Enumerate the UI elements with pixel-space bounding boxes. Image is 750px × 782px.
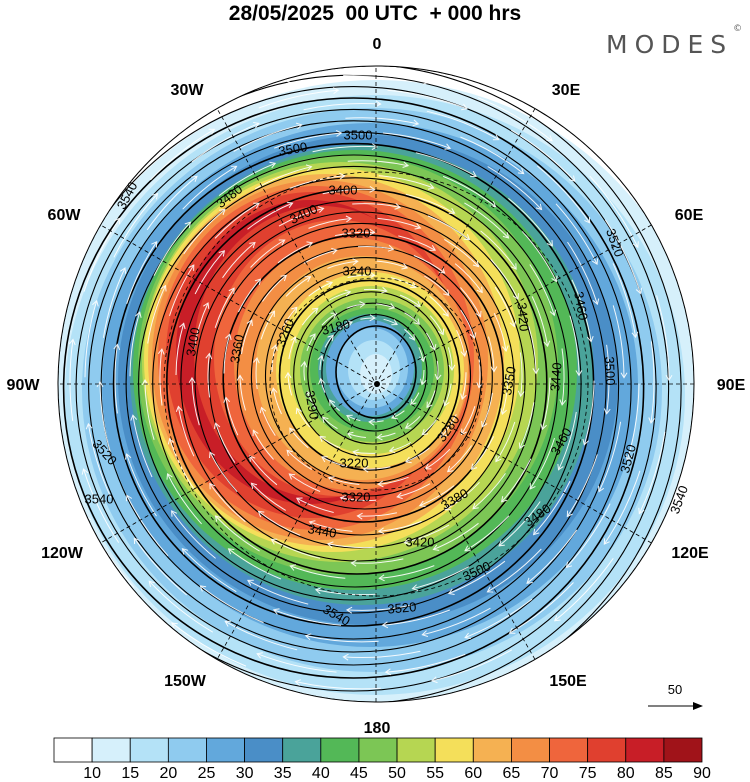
contour-label: 3420 — [406, 534, 435, 549]
colorbar-swatch — [206, 737, 245, 763]
lon-label-0: 0 — [373, 36, 382, 53]
lon-label-60e: 60E — [675, 207, 704, 224]
colorbar-label: 50 — [388, 765, 406, 782]
contour-label: 3440 — [307, 521, 338, 541]
colorbar-swatch — [663, 737, 703, 763]
lon-label-60w: 60W — [48, 207, 82, 224]
colorbar-label: 30 — [236, 765, 254, 782]
colorbar-swatch — [587, 737, 627, 763]
reference-vector: 50 — [648, 682, 703, 710]
contour-label: 3440 — [547, 362, 564, 392]
colorbar-label: 80 — [617, 765, 635, 782]
colorbar-labels: 10 15 20 25 30 35 40 45 50 55 60 65 70 75 80 85 90 — [83, 765, 711, 782]
contour-label: 3220 — [340, 455, 369, 470]
contour-label: 3500 — [277, 139, 308, 159]
contour-label: 3350 — [499, 365, 519, 396]
colorbar-swatch — [434, 737, 474, 763]
colorbar-swatch — [91, 737, 131, 763]
colorbar-swatch — [358, 737, 398, 763]
colorbar-label: 45 — [350, 765, 368, 782]
contour-label: 3180 — [320, 316, 352, 338]
contour-label: 3520 — [617, 443, 639, 475]
lon-label-120w: 120W — [41, 545, 84, 562]
lon-label-150w: 150W — [164, 673, 207, 690]
contour-label: 3400 — [329, 182, 358, 197]
contour-label: 3420 — [514, 302, 531, 332]
svg-text:50: 50 — [668, 682, 682, 697]
contour-label: 3320 — [342, 225, 371, 240]
colorbar-label: 90 — [693, 765, 711, 782]
contour-label: 3520 — [387, 599, 417, 616]
contour-label: 3460 — [571, 290, 591, 321]
colorbar-label: 40 — [312, 765, 330, 782]
contour-label: 3320 — [342, 489, 371, 504]
contour-label: 3400 — [183, 326, 203, 357]
modes-logo: MODES© — [606, 24, 743, 59]
lon-label-90w: 90W — [7, 377, 41, 394]
lon-label-180: 180 — [364, 720, 391, 737]
lon-label-30w: 30W — [171, 82, 205, 99]
map-boundary — [57, 65, 695, 703]
colorbar-swatch — [282, 737, 322, 763]
pole-dot — [374, 381, 380, 387]
colorbar-swatch — [472, 737, 512, 763]
colorbar-label: 35 — [274, 765, 292, 782]
colorbar-label: 60 — [464, 765, 482, 782]
contour-label: 3540 — [85, 491, 114, 506]
colorbar-swatch — [167, 737, 207, 763]
colorbar-swatch — [396, 737, 436, 763]
lon-label-30e: 30E — [552, 82, 581, 99]
lon-label-150e: 150E — [549, 673, 587, 690]
colorbar-label: 10 — [83, 765, 101, 782]
colorbar-label: 20 — [159, 765, 177, 782]
contour-label: 3290 — [302, 389, 322, 420]
colorbar-label: 15 — [121, 765, 139, 782]
lon-label-90e: 90E — [717, 377, 746, 394]
colorbar-label: 75 — [579, 765, 597, 782]
colorbar-swatch — [625, 737, 665, 763]
lon-label-120e: 120E — [671, 545, 709, 562]
colorbar-swatch — [511, 737, 550, 763]
colorbar-label: 70 — [541, 765, 559, 782]
colorbar-swatch — [53, 737, 93, 763]
colorbar-label: 65 — [503, 765, 521, 782]
contour-label: 3500 — [344, 127, 373, 142]
contour-label: 3360 — [227, 333, 247, 364]
colorbar-label: 85 — [655, 765, 673, 782]
colorbar-label: 25 — [198, 765, 216, 782]
contour-label: 3240 — [343, 263, 372, 278]
geopotential-contours — [58, 66, 682, 702]
wind-speed-field — [58, 66, 694, 702]
wind-streamlines — [58, 74, 673, 690]
colorbar-label: 55 — [426, 765, 444, 782]
colorbar — [53, 737, 703, 763]
colorbar-swatch — [549, 737, 589, 763]
contour-label: 3500 — [602, 356, 618, 385]
colorbar-swatch — [129, 737, 169, 763]
map-title: 28/05/2025 00 UTC + 000 hrs — [228, 2, 522, 25]
colorbar-swatch — [320, 737, 360, 763]
colorbar-swatch — [244, 737, 284, 763]
